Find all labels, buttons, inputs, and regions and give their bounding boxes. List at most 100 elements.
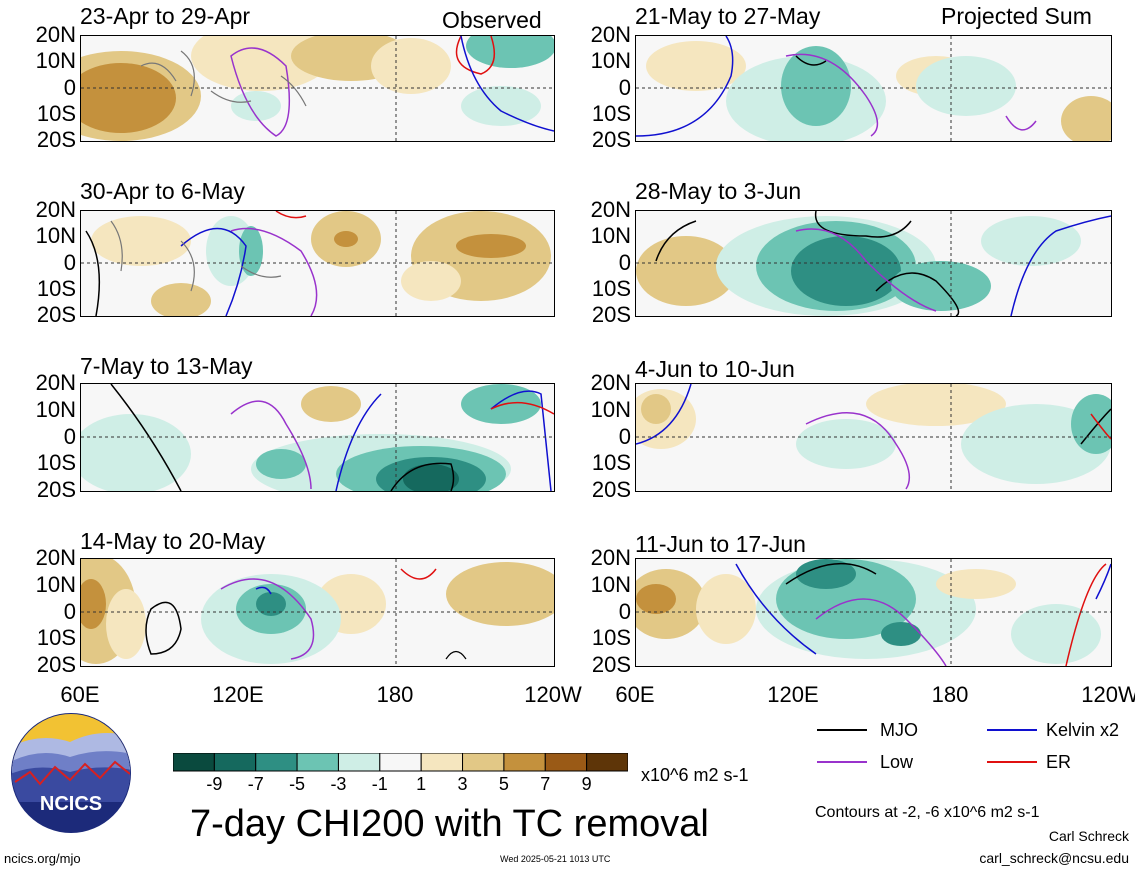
colorbar-swatch: [337, 752, 381, 772]
lat-label: 0: [618, 598, 631, 624]
lat-label: 10N: [590, 396, 631, 422]
lon-label-120e-left: 120E: [212, 682, 264, 707]
lat-label: 10S: [36, 275, 76, 301]
lat-label: 20S: [591, 652, 631, 677]
colorbar-swatch: [462, 752, 505, 772]
colorbar-swatch: [296, 752, 339, 772]
lon-label-120w-right: 120W: [1081, 682, 1135, 707]
observed-label: Observed: [442, 7, 542, 33]
lat-label: 20S: [36, 477, 76, 502]
author-name: Carl Schreck: [1048, 828, 1129, 844]
contours-note: Contours at -2, -6 x10^6 m2 s-1: [815, 804, 1040, 821]
main-title: 7-day CHI200 with TC removal: [190, 803, 709, 845]
colorbar-swatch: [172, 752, 215, 772]
logo-text: NCICS: [40, 793, 102, 815]
lat-label: 0: [63, 249, 76, 275]
lat-label: 20N: [35, 370, 76, 395]
lat-label: 20S: [591, 302, 631, 327]
colorbar-swatch: [544, 752, 588, 772]
ncics-logo: NCICS: [10, 712, 132, 834]
colorbar-label: -9: [206, 774, 223, 794]
colorbar: [172, 752, 629, 778]
colorbar-swatch: [213, 752, 257, 772]
lat-label: 20S: [591, 477, 631, 502]
lat-label: 10S: [591, 100, 631, 126]
lat-label: 20N: [590, 370, 631, 395]
colorbar-swatch: [586, 752, 629, 772]
map-panel-1: [80, 35, 555, 142]
site-link[interactable]: ncics.org/mjo: [4, 851, 81, 866]
map-panel-8: [635, 558, 1112, 667]
lat-label: 0: [63, 423, 76, 449]
lon-label-120w-left: 120W: [524, 682, 582, 707]
lat-label: 10N: [590, 48, 631, 74]
colorbar-swatch: [420, 752, 464, 772]
lat-label: 10S: [36, 450, 76, 476]
lat-label: 10N: [35, 396, 76, 422]
lat-label: 20S: [591, 127, 631, 152]
colorbar-swatch: [503, 752, 546, 772]
lat-label: 0: [618, 423, 631, 449]
map-panel-6: [635, 210, 1112, 317]
colorbar-label: 1: [416, 774, 427, 794]
low-legend-label: Low: [880, 752, 914, 772]
timestamp: Wed 2025-05-21 1013 UTC: [500, 854, 611, 864]
colorbar-swatch: [379, 752, 422, 772]
lat-label: 20N: [590, 545, 631, 570]
panel-title-8: 11-Jun to 17-Jun: [635, 531, 806, 557]
lat-label: 20S: [36, 652, 76, 677]
mjo-legend-label: MJO: [880, 720, 918, 740]
panel-title-3: 7-May to 13-May: [80, 353, 253, 379]
colorbar-label: -3: [330, 774, 347, 794]
lat-label: 0: [618, 249, 631, 275]
kelvin-legend-label: Kelvin x2: [1046, 720, 1120, 740]
low-legend-line: [817, 761, 867, 763]
lat-label: 10S: [36, 625, 76, 651]
lat-label: 0: [618, 74, 631, 100]
lat-label: 20N: [35, 197, 76, 222]
panel-title-5: 21-May to 27-May: [635, 3, 821, 29]
colorbar-label: 9: [581, 774, 592, 794]
lat-label: 10S: [591, 625, 631, 651]
lat-label: 10N: [35, 48, 76, 74]
lon-label-120e-right: 120E: [767, 682, 819, 707]
panel-title-1: 23-Apr to 29-Apr: [80, 3, 251, 29]
er-legend-line: [987, 761, 1037, 763]
author-email[interactable]: carl_schreck@ncsu.edu: [979, 850, 1129, 866]
panel-title-6: 28-May to 3-Jun: [635, 178, 802, 204]
colorbar-units: x10^6 m2 s-1: [641, 765, 749, 785]
lat-label: 10N: [590, 223, 631, 249]
lon-label-60e-right: 60E: [615, 682, 655, 707]
colorbar-label: -7: [247, 774, 264, 794]
lat-label: 20N: [590, 22, 631, 47]
panel-title-7: 4-Jun to 10-Jun: [635, 356, 795, 382]
map-panel-2: [80, 210, 555, 317]
lat-label: 20S: [36, 302, 76, 327]
map-panel-4: [80, 558, 555, 667]
lat-label: 20S: [36, 127, 76, 152]
map-panel-7: [635, 383, 1112, 492]
lat-label: 10S: [591, 275, 631, 301]
lon-label-180-right: 180: [931, 682, 969, 707]
mjo-legend-line: [817, 729, 867, 731]
panel-title-4: 14-May to 20-May: [80, 528, 266, 554]
lat-label: 0: [63, 598, 76, 624]
colorbar-label: -1: [371, 774, 388, 794]
lat-label: 20N: [35, 22, 76, 47]
colorbar-label: 5: [498, 774, 509, 794]
lat-label: 10N: [590, 571, 631, 597]
lon-label-180-left: 180: [376, 682, 414, 707]
panel-title-2: 30-Apr to 6-May: [80, 178, 245, 204]
colorbar-label: 7: [540, 774, 551, 794]
lon-label-60e-left: 60E: [60, 682, 100, 707]
lat-label: 20N: [35, 545, 76, 570]
lat-label: 10N: [35, 571, 76, 597]
lat-label: 20N: [590, 197, 631, 222]
colorbar-label: 3: [457, 774, 468, 794]
kelvin-legend-line: [987, 729, 1037, 731]
colorbar-swatch: [255, 752, 298, 772]
lat-label: 10S: [36, 100, 76, 126]
map-panel-5: [635, 35, 1112, 142]
map-panel-3: [80, 383, 555, 492]
er-legend-label: ER: [1046, 752, 1072, 772]
